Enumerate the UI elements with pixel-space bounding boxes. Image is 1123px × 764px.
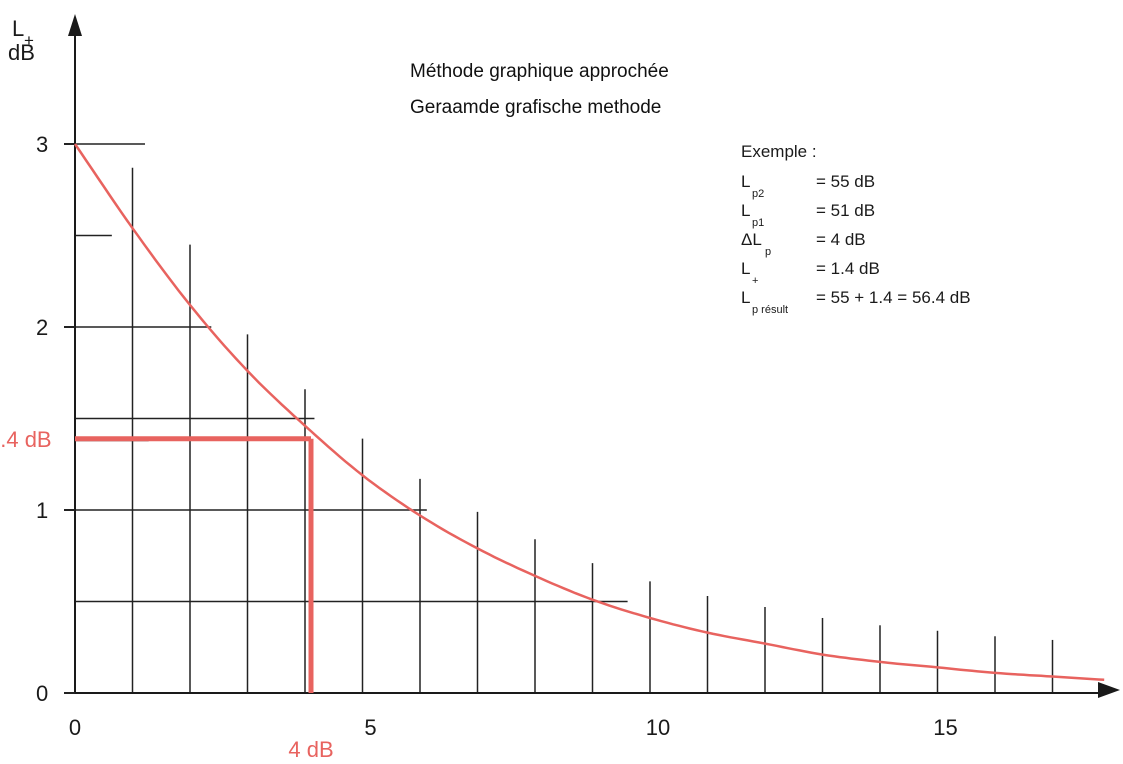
example-value: = 4 dB [816,230,866,249]
example-marker: 1.4 dB 4 dB [0,427,334,762]
y-axis-arrow [68,14,82,36]
y-tick-label: 0 [36,681,48,706]
example-subscript: p2 [752,188,764,200]
y-tick-label: 1 [36,498,48,523]
marker-y-label: 1.4 dB [0,427,52,452]
example-subscript: p résult [752,304,788,316]
tick-labels: 0 1 2 3 0 5 10 15 [36,132,958,740]
example-heading: Exemple : [741,142,817,161]
marker-x-label: 4 dB [288,737,333,762]
y-axis-label-main: L [12,16,24,41]
x-tick-label: 15 [933,715,957,740]
example-subscript: + [752,275,758,287]
example-value: = 1.4 dB [816,259,880,278]
chart-subtitle: Geraamde grafische methode [410,97,661,118]
example-symbol: L [741,201,750,220]
y-tick-label: 2 [36,315,48,340]
example-value: = 55 dB [816,172,875,191]
curve-series [73,143,1105,682]
x-axis-arrow [1098,682,1120,698]
x-tick-label: 10 [646,715,670,740]
grid [75,143,1054,693]
axes [68,14,1120,698]
chart-title: Méthode graphique approchée [410,61,669,82]
y-axis-label-unit: dB [8,40,35,65]
example-symbol: L [741,288,750,307]
example-symbol: L [741,259,750,278]
example-subscript: p [765,246,771,258]
example-value: = 51 dB [816,201,875,220]
example-symbol: ΔL [741,230,762,249]
x-tick-label: 5 [364,715,376,740]
x-tick-label: 0 [69,715,81,740]
example-value: = 55 + 1.4 = 56.4 dB [816,288,971,307]
y-tick-label: 3 [36,132,48,157]
y-axis-label-sub: + [24,31,34,50]
example-symbol: L [741,172,750,191]
example-box: Exemple : Lp2 = 55 dB Lp1 = 51 dB ΔLp = 4 dB L… [741,142,971,316]
example-subscript: p1 [752,217,764,229]
